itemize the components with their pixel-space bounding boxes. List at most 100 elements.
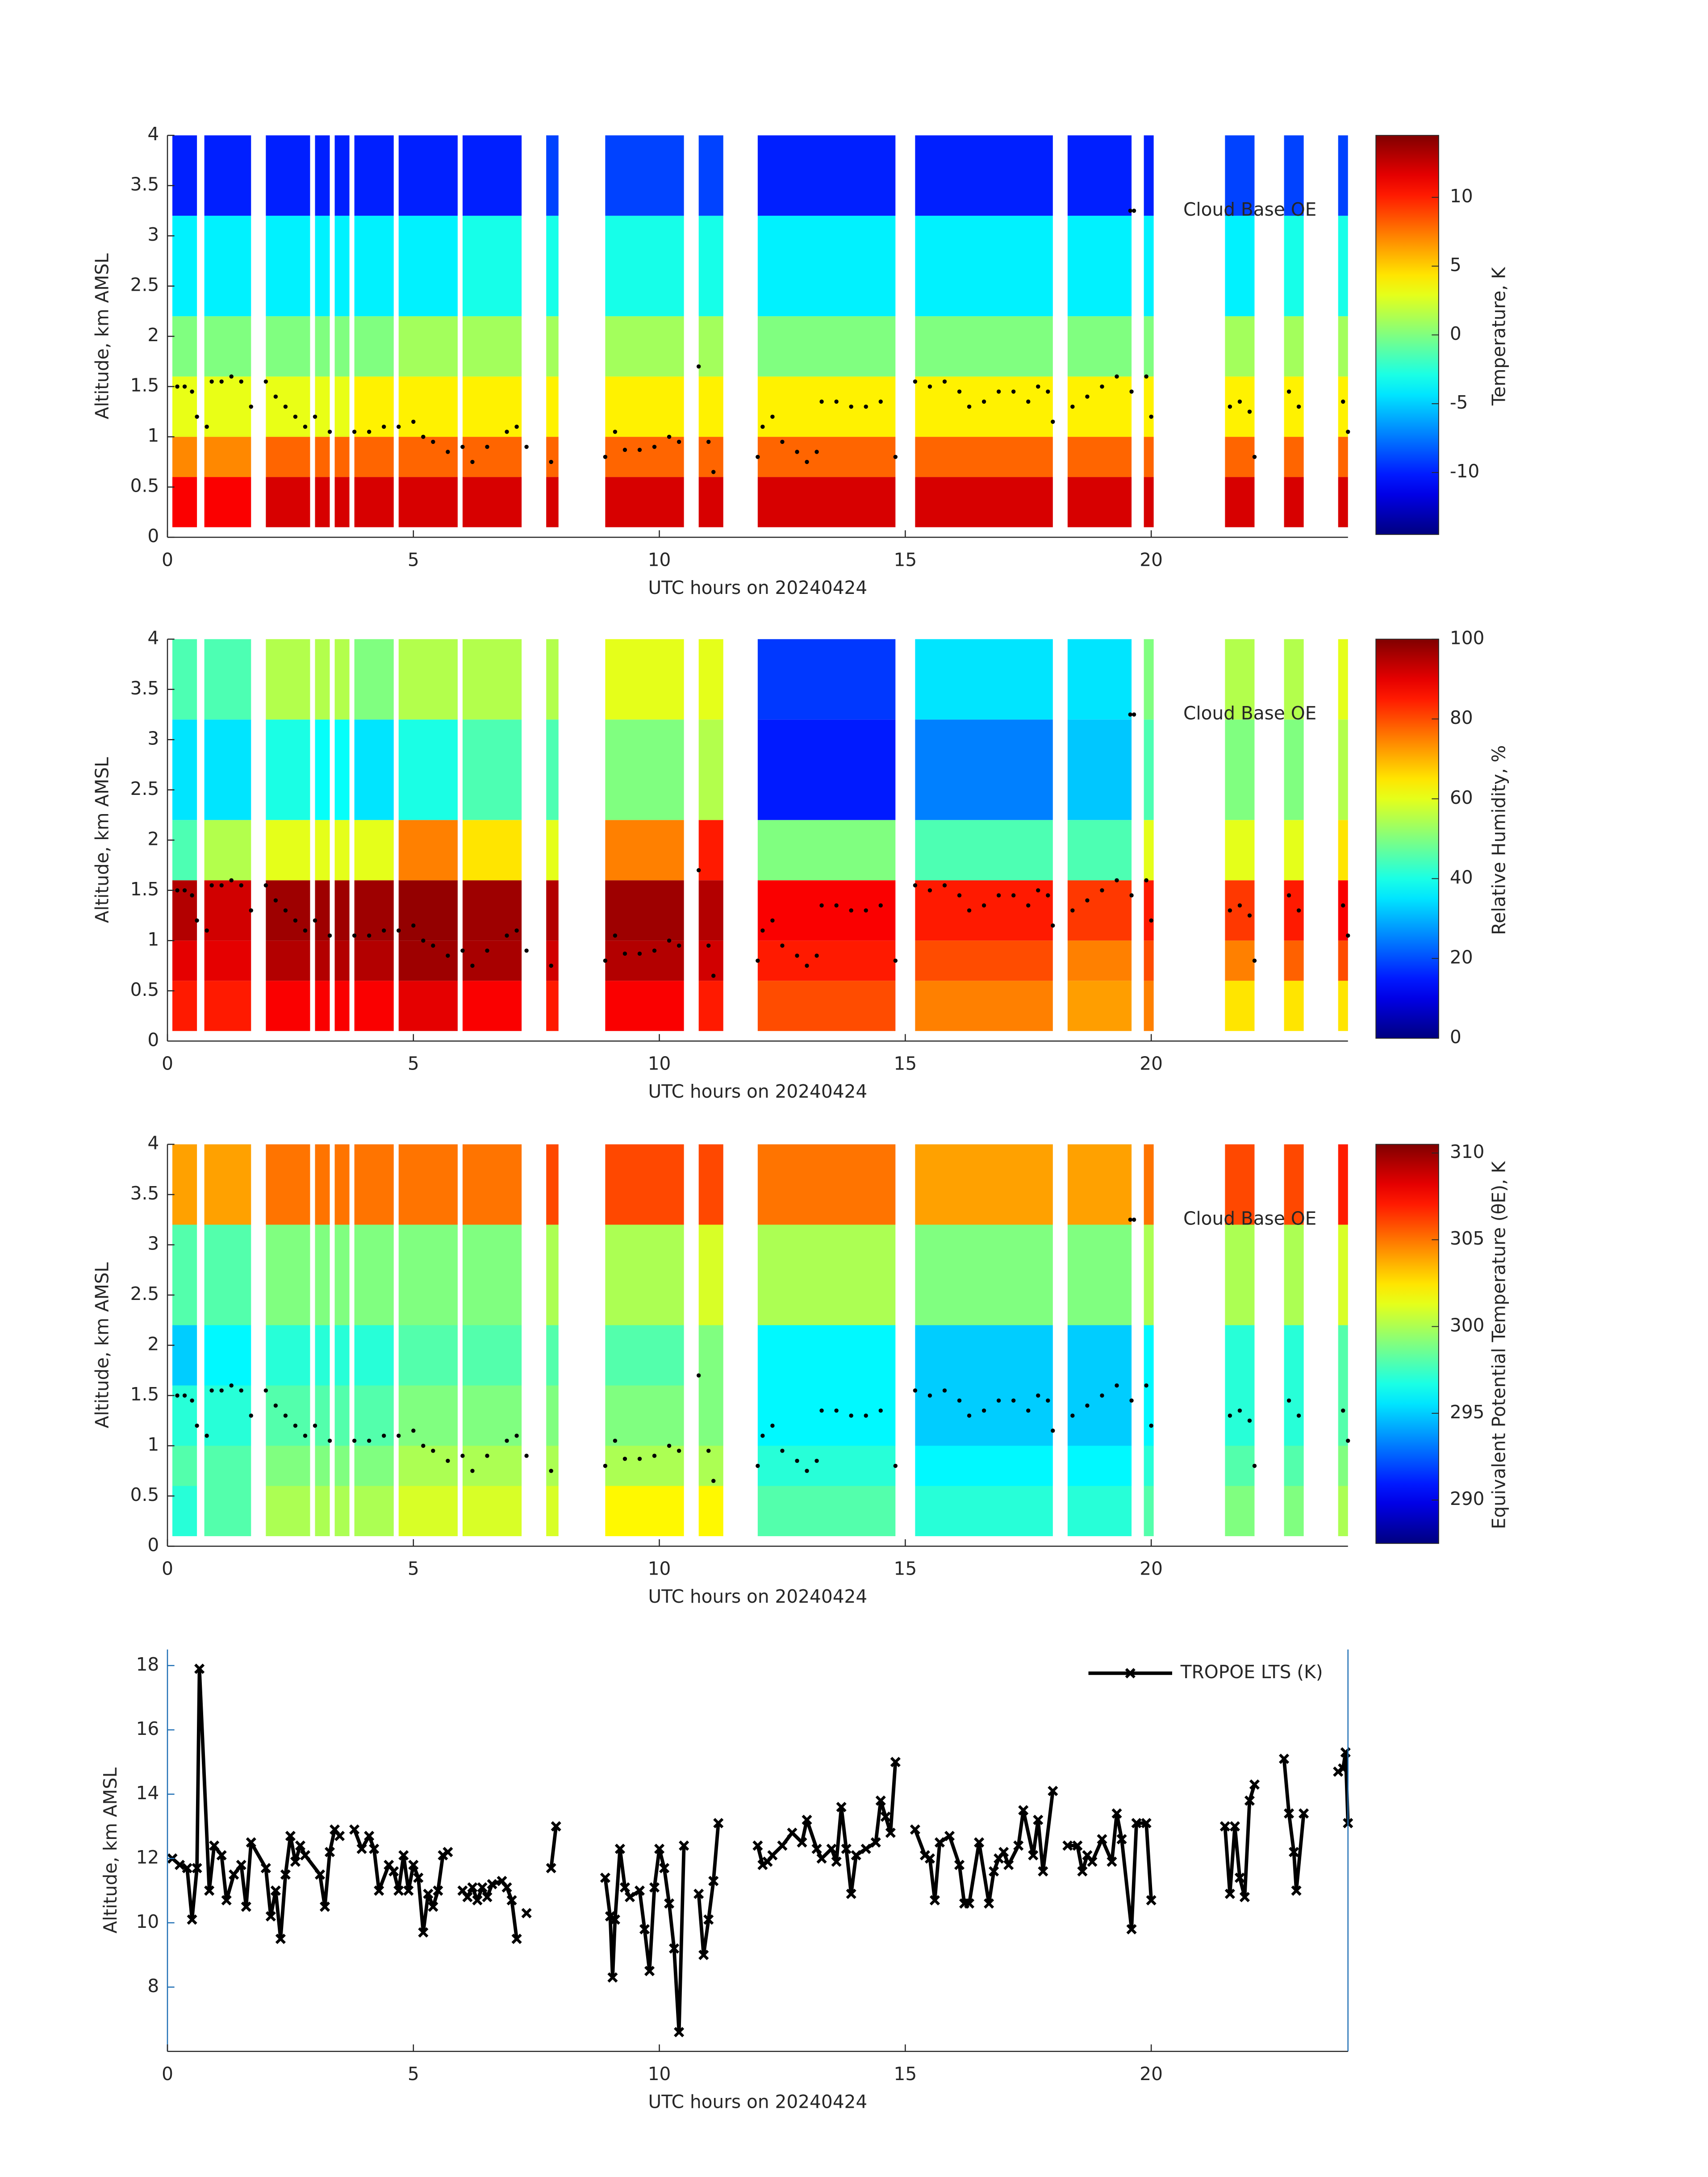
heat-cell [315,719,330,820]
cloud-base-point [524,949,529,953]
series-marker [174,1859,185,1870]
cloud-base-point [209,1388,214,1393]
heat-cell [172,1446,197,1486]
cloud-base-point [1286,893,1291,898]
heat-cell [204,719,251,820]
heat-cell [1144,477,1154,527]
series-marker [1234,1872,1245,1883]
heat-cell [266,376,310,437]
heat-cell [1144,820,1154,881]
heat-cell [334,820,350,881]
heat-cell [757,1385,896,1446]
cloud-base-point [460,444,465,449]
cloud-base-point [175,1393,180,1398]
cloud-base-point [834,399,839,404]
cloud-base-point [1115,878,1119,882]
heat-cell [398,1224,458,1325]
heat-cell [204,437,251,477]
series-marker [619,1882,631,1893]
cloud-base-point [1051,1429,1055,1433]
heat-cell [315,1224,330,1325]
cloud-base-point [706,943,711,948]
heat-cell [1338,1446,1348,1486]
heat-cell [1225,981,1255,1031]
cloud-base-point [637,951,642,956]
series-marker [369,1843,380,1854]
heat-cell [315,880,330,941]
heat-cell [698,316,723,377]
cloud-base-point [239,883,243,888]
series-marker [477,1882,488,1893]
series-marker [418,1927,429,1938]
x-axis-label: UTC hours on 20240424 [648,2091,868,2112]
cloud-base-point [878,903,883,908]
cloud-base-point [603,455,608,459]
y-tick-label: 1.5 [130,1383,159,1405]
cloud-base-point [942,1388,947,1393]
cloud-base-point [431,943,435,948]
y-axis-label: Altitude, km AMSL [91,253,113,419]
cloud-base-point [706,439,711,444]
heat-cell [334,316,350,377]
heat-cell [266,1325,310,1386]
series-marker [209,1840,220,1851]
heat-cell [1144,376,1154,437]
cloud-base-point [893,455,898,459]
cloud-base-point [913,379,918,384]
cloud-base-point [1132,209,1136,213]
series-marker [324,1847,335,1857]
heat-cell [546,1224,559,1325]
series-marker [194,1663,205,1674]
cloud-base-point [814,450,819,454]
cloud-base-point [637,1457,642,1461]
heat-cell [1067,981,1132,1031]
series-marker [285,1830,296,1841]
heat-cell [354,316,394,377]
cloud-base-point [460,1454,465,1458]
cloud-base-point [1346,1438,1350,1443]
heat-cell [354,477,394,527]
series-marker [973,1837,985,1848]
cloud-base-point [819,399,824,404]
cloud-base-point [913,1388,918,1393]
heat-cell [315,477,330,527]
series-marker [216,1850,227,1861]
series-marker [1033,1814,1044,1825]
cloud-base-point [283,908,288,913]
series-marker [1072,1840,1083,1851]
cloud-base-point [1051,923,1055,928]
heat-cell [1284,639,1304,720]
cloud-base-point [313,414,317,419]
series-marker [408,1859,419,1870]
heat-cell [315,316,330,377]
heat-cell [915,820,1053,881]
heat-cell [605,880,684,941]
heat-cell [1338,437,1348,477]
heat-cell [204,1486,251,1537]
series-marker [1249,1779,1260,1790]
heat-cell [266,316,310,377]
y-tick-label: 3 [147,224,159,245]
heat-cell [698,820,723,881]
legend-label: Cloud Base OE [1183,199,1316,220]
heat-cell [1067,719,1132,820]
heat-cell [172,135,197,216]
heat-cell [266,981,310,1031]
cloud-base-point [834,1408,839,1413]
cloud-base-point [327,933,332,938]
series-marker [836,1801,847,1813]
heat-cell [1284,1224,1304,1325]
series-marker [802,1814,812,1825]
cloud-base-point [397,1433,401,1438]
series-marker [374,1885,384,1896]
heat-cell [266,1486,310,1537]
series-marker [1126,1924,1137,1935]
cloud-base-point [1129,389,1134,394]
y-tick-label: 1 [147,928,159,950]
heat-cell [398,216,458,317]
series-marker [649,1882,660,1893]
cloud-base-point [382,424,386,429]
heat-cell [354,216,394,317]
heat-cell [398,981,458,1031]
heat-cell [172,1224,197,1325]
